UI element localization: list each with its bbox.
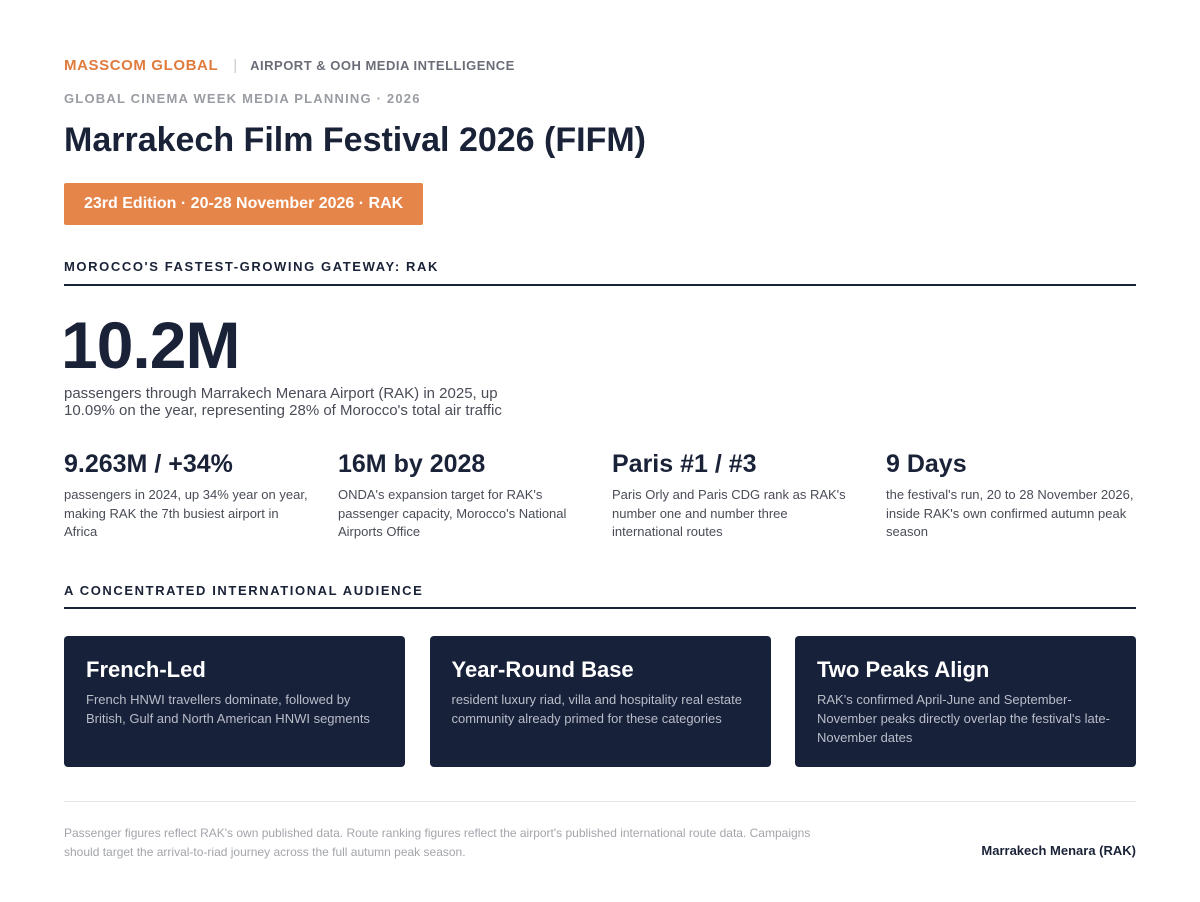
footer-source: Marrakech Menara (RAK)	[981, 843, 1136, 858]
eyebrow-label: GLOBAL CINEMA WEEK MEDIA PLANNING · 2026	[64, 91, 421, 106]
hero-stat-caption: passengers through Marrakech Menara Airp…	[64, 385, 502, 419]
card-title: Year-Round Base	[451, 657, 634, 682]
stat-value: 9 Days	[886, 450, 967, 478]
stat-festival-days: 9 Days the festival's run, 20 to 28 Nove…	[886, 449, 1160, 542]
card-description: resident luxury riad, villa and hospital…	[451, 692, 742, 726]
stat-description: passengers in 2024, up 34% year on year,…	[64, 487, 308, 539]
stat-value: 16M by 2028	[338, 450, 486, 478]
stat-value: Paris #1 / #3	[612, 450, 757, 478]
stat-description: Paris Orly and Paris CDG rank as RAK's n…	[612, 487, 846, 539]
brand-tagline: AIRPORT & OOH MEDIA INTELLIGENCE	[250, 58, 515, 73]
edition-badge: 23rd Edition · 20-28 November 2026 · RAK	[64, 183, 424, 225]
stat-value: 9.263M / +34%	[64, 450, 233, 478]
stat-paris-routes: Paris #1 / #3 Paris Orly and Paris CDG r…	[612, 449, 886, 542]
audience-card-two-peaks: Two Peaks Align RAK's confirmed April-Ju…	[795, 636, 1136, 767]
footer-divider	[64, 801, 1136, 802]
stats-row: 9.263M / +34% passengers in 2024, up 34%…	[64, 449, 1136, 542]
brand-row: MASSCOM GLOBAL | AIRPORT & OOH MEDIA INT…	[64, 57, 515, 74]
stat-capacity-target: 16M by 2028 ONDA's expansion target for …	[338, 449, 612, 542]
brand-name: MASSCOM GLOBAL	[64, 57, 219, 74]
audience-cards: French-Led French HNWI travellers domina…	[64, 636, 1136, 767]
card-description: French HNWI travellers dominate, followe…	[86, 692, 370, 726]
stat-description: the festival's run, 20 to 28 November 20…	[886, 487, 1134, 539]
stat-description: ONDA's expansion target for RAK's passen…	[338, 487, 567, 539]
card-title: French-Led	[86, 657, 206, 682]
section-divider-audience	[64, 607, 1136, 609]
brand-separator: |	[233, 57, 238, 74]
card-title: Two Peaks Align	[817, 657, 990, 682]
section-heading-gateway: MOROCCO'S FASTEST-GROWING GATEWAY: RAK	[64, 259, 439, 274]
hero-stat-value: 10.2M	[61, 308, 240, 382]
section-heading-audience: A CONCENTRATED INTERNATIONAL AUDIENCE	[64, 583, 424, 598]
stat-passengers-2024: 9.263M / +34% passengers in 2024, up 34%…	[64, 449, 338, 542]
card-description: RAK's confirmed April-June and September…	[817, 692, 1110, 745]
section-divider-gateway	[64, 284, 1136, 286]
page-title: Marrakech Film Festival 2026 (FIFM)	[64, 121, 646, 159]
footer-note: Passenger figures reflect RAK's own publ…	[64, 826, 811, 859]
audience-card-french-led: French-Led French HNWI travellers domina…	[64, 636, 405, 767]
audience-card-year-round-base: Year-Round Base resident luxury riad, vi…	[429, 636, 771, 767]
